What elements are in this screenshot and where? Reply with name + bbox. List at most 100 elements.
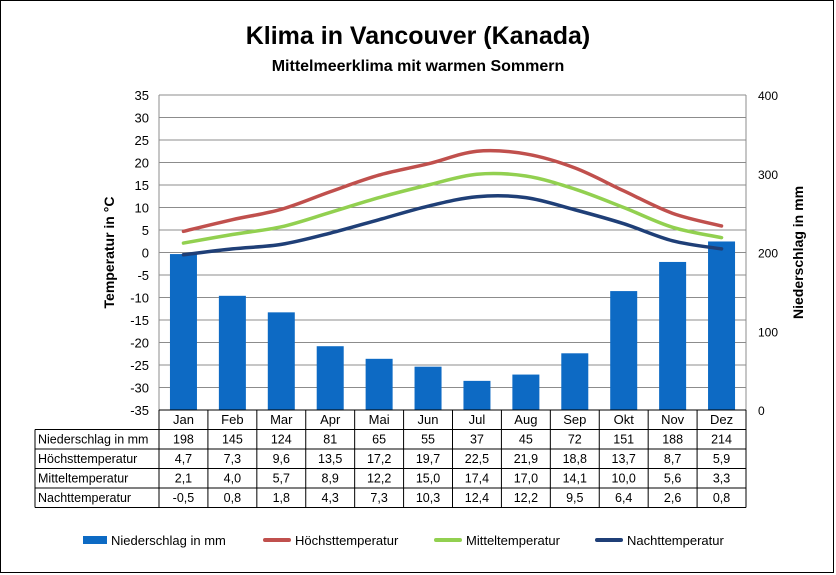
category-label: Nov [661,412,685,427]
legend-label: Mitteltemperatur [466,532,560,548]
y2-axis-label: Niederschlag in mm [790,186,806,319]
precipitation-bar [267,312,295,410]
y-tick-label: 10 [135,201,149,216]
data-label: 0,8 [224,491,241,505]
y-tick-label: 30 [135,111,149,126]
data-label: 22,5 [465,452,489,466]
table-row-label: Höchsttemperatur [38,452,137,466]
precipitation-bar [512,374,540,410]
data-label: 12,4 [465,491,489,505]
precipitation-bar [463,380,491,410]
y2-tick-label: 400 [758,89,778,103]
data-label: 145 [222,433,243,447]
y-tick-label: 15 [135,178,149,193]
night-temperature-line [181,194,724,257]
y-tick-label: -25 [130,358,149,373]
data-label: 7,3 [224,452,241,466]
data-label: 9,6 [273,452,290,466]
mean-temperature-line [181,171,724,245]
data-label: 81 [323,433,337,447]
data-label: 214 [711,433,732,447]
data-label: 2,1 [175,472,192,486]
legend-item: Nachttemperatur [595,531,724,549]
y-tick-label: -35 [130,403,149,418]
data-label: 198 [173,433,194,447]
legend-label: Niederschlag in mm [111,532,226,548]
legend-item: Mitteltemperatur [434,531,560,549]
data-label: 21,9 [514,452,538,466]
y-tick-label: -30 [130,381,149,396]
data-label: 124 [271,433,292,447]
category-label: Apr [320,412,341,427]
legend-swatch [595,538,623,542]
data-label: 151 [613,433,634,447]
precipitation-bar [561,353,589,410]
data-label: 18,8 [563,452,587,466]
y2-tick-label: 300 [758,168,778,182]
y-axis-label: Temperatur in °C [101,197,117,309]
data-label: 1,8 [273,491,290,505]
data-label: 7,3 [370,491,387,505]
precipitation-bar [316,346,344,410]
data-label: 13,5 [318,452,342,466]
precipitation-bar [610,291,638,410]
precipitation-bar [414,366,442,410]
legend-label: Höchsttemperatur [295,532,399,548]
category-label: Feb [221,412,243,427]
y-tick-label: -20 [130,336,149,351]
y2-tick-label: 200 [758,247,778,261]
data-label: 4,0 [224,472,241,486]
precipitation-bar [169,254,197,410]
data-label: 5,6 [664,472,681,486]
data-label: 10,0 [612,472,636,486]
max-temperature-line [181,148,724,234]
category-label: Jul [469,412,486,427]
data-label: 17,2 [367,452,391,466]
data-label: 17,0 [514,472,538,486]
category-label: Jun [418,412,439,427]
chart-title: Klima in Vancouver (Kanada) [245,22,591,50]
data-label: 188 [662,433,683,447]
legend-swatch [263,538,291,542]
legend-swatch [434,538,462,542]
precipitation-bar [659,261,687,410]
data-label: 15,0 [416,472,440,486]
data-label: 55 [421,433,435,447]
data-label: 10,3 [416,491,440,505]
category-label: Sep [563,412,586,427]
legend-item: Niederschlag in mm [83,531,226,549]
data-label: 45 [519,433,533,447]
data-label: 19,7 [416,452,440,466]
data-label: 0,8 [713,491,730,505]
y-tick-label: 35 [135,88,149,103]
legend-label: Nachttemperatur [627,532,724,548]
y-tick-label: -5 [137,268,149,283]
data-label: 8,7 [664,452,681,466]
y-tick-label: 5 [142,223,149,238]
data-label: 6,4 [615,491,632,505]
category-label: Jan [173,412,194,427]
data-label: 65 [372,433,386,447]
y2-tick-label: 100 [758,325,778,339]
chart-subtitle: Mittelmeerklima mit warmen Sommern [271,58,565,75]
legend-swatch [83,536,107,544]
table-row-label: Niederschlag in mm [38,433,148,447]
precipitation-bar [365,358,393,410]
category-label: Dez [710,412,733,427]
category-label: Mar [270,412,293,427]
category-label: Aug [514,412,537,427]
data-label: 72 [568,433,582,447]
y2-tick-label: 0 [758,404,765,418]
data-label: 2,6 [664,491,681,505]
data-label: 37 [470,433,484,447]
y-tick-label: 25 [135,133,149,148]
data-label: 5,9 [713,452,730,466]
data-label: 4,3 [322,491,339,505]
data-label: 12,2 [514,491,538,505]
data-label: 13,7 [612,452,636,466]
y-tick-label: -10 [130,291,149,306]
y-tick-label: 20 [135,156,149,171]
data-label: 14,1 [563,472,587,486]
